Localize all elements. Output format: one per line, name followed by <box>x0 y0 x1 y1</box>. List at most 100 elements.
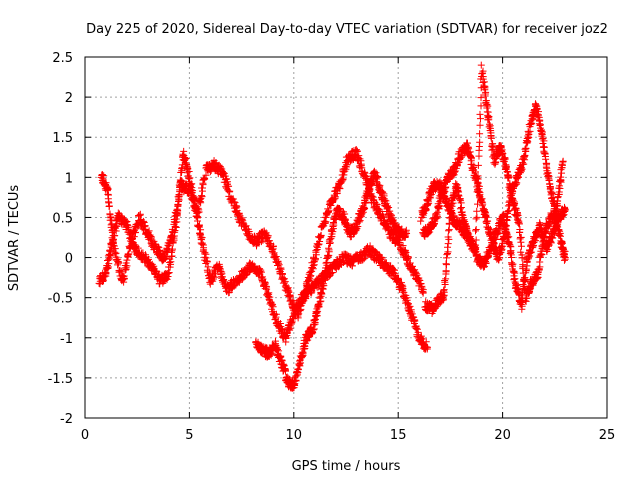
data-point <box>314 241 322 249</box>
axis-ticks <box>84 56 608 419</box>
data-point <box>441 277 449 285</box>
data-point <box>476 121 484 129</box>
data-point <box>180 147 188 155</box>
data-point <box>477 61 485 69</box>
data-point <box>476 130 484 138</box>
data-point <box>312 247 320 255</box>
data-point <box>150 237 158 245</box>
data-point <box>377 253 385 261</box>
data-point <box>352 224 360 232</box>
data-point <box>351 153 359 161</box>
y-tick-labels: -2-1.5-1-0.500.511.522.5 <box>48 51 73 427</box>
data-point <box>472 215 480 223</box>
data-point <box>106 246 114 254</box>
data-point <box>141 222 149 230</box>
y-tick-label: 1 <box>65 171 73 186</box>
data-point <box>520 277 528 285</box>
data-point <box>136 210 144 218</box>
data-point <box>186 174 194 182</box>
data-point <box>272 310 280 318</box>
data-point <box>362 199 370 207</box>
data-point <box>268 349 276 357</box>
data-point <box>269 243 277 251</box>
data-point <box>203 258 211 266</box>
data-point <box>113 222 121 230</box>
data-point <box>324 208 332 216</box>
data-point <box>100 277 108 285</box>
data-point <box>193 213 201 221</box>
data-point <box>317 231 325 239</box>
data-point <box>123 256 131 264</box>
data-point <box>266 293 274 301</box>
y-tick-label: -1.5 <box>48 372 73 387</box>
data-point <box>114 259 122 267</box>
data-point <box>274 258 282 266</box>
data-point <box>231 199 239 207</box>
data-point <box>173 206 181 214</box>
data-point <box>195 206 203 214</box>
data-point <box>516 235 524 243</box>
data-point <box>285 375 293 383</box>
data-point <box>120 272 128 280</box>
data-point <box>104 264 112 272</box>
data-point <box>217 164 225 172</box>
data-point <box>301 291 309 299</box>
data-point <box>419 286 427 294</box>
data-point <box>390 266 398 274</box>
x-axis-label: GPS time / hours <box>292 459 401 474</box>
data-point <box>471 227 479 235</box>
data-point <box>172 218 180 226</box>
data-point <box>295 310 303 318</box>
data-point <box>195 222 203 230</box>
data-point <box>218 270 226 278</box>
data-point <box>313 246 321 254</box>
data-point <box>375 207 383 215</box>
data-point <box>316 237 324 245</box>
data-point <box>163 253 171 261</box>
data-point <box>517 242 525 250</box>
data-point <box>204 263 212 271</box>
data-point <box>385 204 393 212</box>
data-point <box>413 325 421 333</box>
data-point <box>558 169 566 177</box>
data-point <box>250 262 258 270</box>
data-point <box>186 187 194 195</box>
data-point <box>331 195 339 203</box>
data-point <box>412 269 420 277</box>
data-point <box>476 138 484 146</box>
data-point <box>201 248 209 256</box>
y-tick-label: 2 <box>65 91 73 106</box>
data-point <box>126 245 134 253</box>
data-point <box>226 187 234 195</box>
data-point <box>185 168 193 176</box>
data-point <box>313 309 321 317</box>
data-point <box>309 329 317 337</box>
data-point <box>472 225 480 233</box>
data-point <box>105 202 113 210</box>
data-point <box>476 110 484 118</box>
x-tick-label: 5 <box>185 428 193 443</box>
data-point <box>275 347 283 355</box>
data-point <box>164 272 172 280</box>
data-point <box>422 338 430 346</box>
data-point <box>239 217 247 225</box>
data-point <box>294 365 302 373</box>
data-point <box>411 317 419 325</box>
data-point <box>373 172 381 180</box>
data-point <box>310 325 318 333</box>
data-point <box>195 221 203 229</box>
x-tick-label: 10 <box>286 428 303 443</box>
data-point <box>167 237 175 245</box>
data-point <box>353 147 361 155</box>
data-point <box>363 174 371 182</box>
data-point <box>362 173 370 181</box>
data-point <box>202 171 210 179</box>
data-point <box>165 269 173 277</box>
plot-frame <box>84 56 608 419</box>
data-point <box>484 108 492 116</box>
data-point <box>269 303 277 311</box>
data-point <box>130 233 138 241</box>
y-tick-label: 2.5 <box>52 51 73 66</box>
data-point <box>376 181 384 189</box>
